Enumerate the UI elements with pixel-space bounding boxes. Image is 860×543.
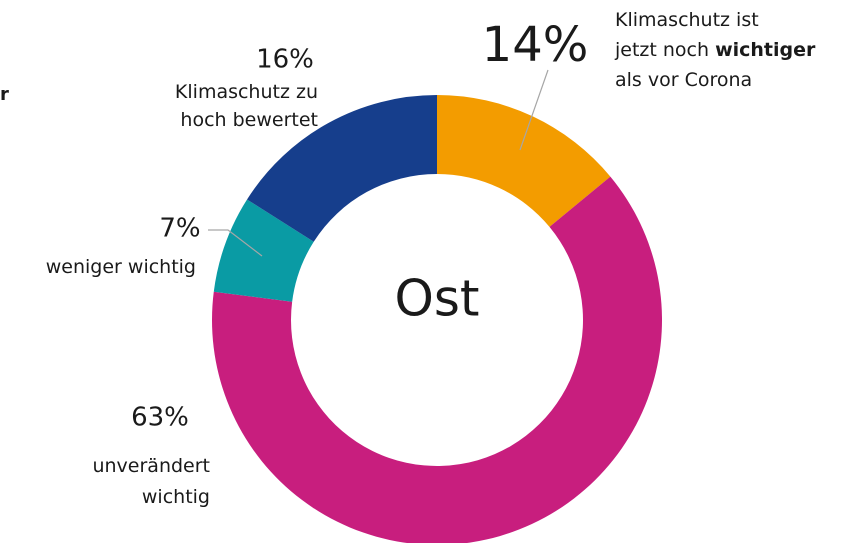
value-label: 14% [482,17,589,73]
label-run: wichtiger [715,39,816,61]
label-run: wichtig [142,486,210,508]
label-run: Klimaschutz zu [175,81,318,103]
category-label: als vor Corona [615,69,752,91]
category-label: wichtig [142,486,210,508]
label-run: jetzt noch [614,39,715,61]
cropped-text: r [0,84,9,105]
center-label: Ost [394,270,479,328]
category-label: hoch bewertet [180,109,318,131]
donut-segment [247,95,437,242]
label-run: hoch bewertet [180,109,318,131]
category-label: Klimaschutz ist [615,9,759,31]
value-label: 16% [256,45,314,75]
label-run: weniger wichtig [46,256,196,278]
label-run: unverändert [92,455,210,477]
label-run: Klimaschutz ist [615,9,759,31]
value-label: 7% [159,214,200,244]
category-label: unverändert [92,455,210,477]
donut-segment [212,176,662,543]
donut-segment [437,95,611,227]
donut-segment [213,199,314,302]
category-label: Klimaschutz zu [175,81,318,103]
leader-line [519,69,549,151]
category-label: jetzt noch wichtiger [614,39,816,61]
label-run: als vor Corona [615,69,752,91]
value-label: 63% [131,403,189,433]
category-label: weniger wichtig [46,256,196,278]
leader-line [208,229,263,257]
